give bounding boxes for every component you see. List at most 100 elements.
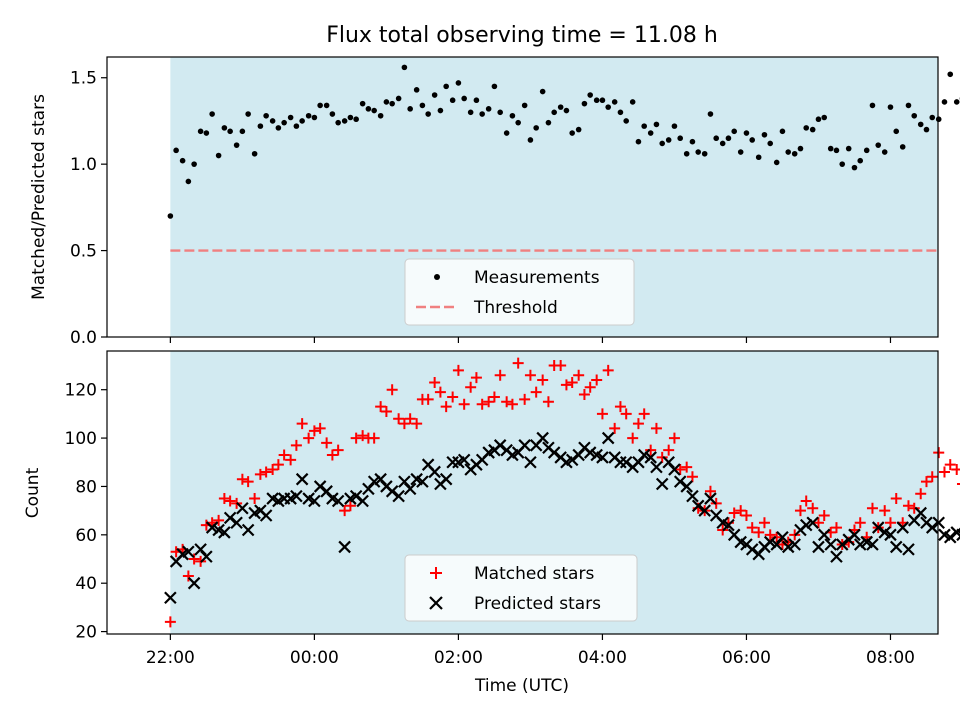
measurement-point — [942, 99, 948, 105]
measurement-point — [528, 137, 534, 143]
measurement-point — [875, 142, 881, 148]
legend-matched-label: Matched stars — [474, 564, 594, 584]
top-legend: Measurements Threshold — [405, 259, 634, 325]
measurement-point — [456, 80, 462, 86]
measurement-point — [744, 130, 750, 136]
measurement-point — [389, 101, 395, 107]
measurement-point — [378, 113, 384, 119]
legend-predicted-label: Predicted stars — [474, 594, 601, 614]
measurement-point — [834, 148, 840, 154]
measurement-point — [785, 149, 791, 155]
measurement-point — [821, 115, 827, 121]
measurement-point — [497, 110, 503, 116]
measurement-point — [461, 96, 467, 102]
measurement-point — [749, 137, 755, 143]
measurement-point — [582, 101, 588, 107]
bottom-y-tick-label: 100 — [65, 429, 97, 449]
measurement-point — [186, 179, 192, 185]
measurement-point — [576, 127, 582, 133]
measurement-point — [929, 115, 935, 121]
measurement-point — [510, 113, 516, 119]
measurement-point — [533, 125, 539, 131]
measurement-point — [191, 161, 197, 167]
measurement-point — [450, 97, 456, 103]
measurement-point — [515, 120, 521, 126]
measurement-point — [270, 118, 276, 124]
measurement-point — [810, 127, 816, 133]
measurement-point — [594, 97, 600, 103]
measurement-point — [414, 87, 420, 93]
measurement-point — [198, 129, 204, 135]
measurement-point — [551, 110, 557, 116]
bottom-y-tick-label: 120 — [65, 381, 97, 401]
bottom-y-tick-label: 80 — [75, 477, 97, 497]
x-axis-label: Time (UTC) — [474, 676, 569, 696]
measurement-point — [852, 165, 858, 171]
measurement-point — [252, 151, 258, 157]
measurement-point — [330, 111, 336, 117]
measurement-point — [792, 151, 798, 157]
measurement-point — [641, 123, 647, 129]
top-panel: 0.00.51.01.5 Matched/Predicted stars Mea… — [29, 57, 960, 348]
measurement-point — [546, 120, 552, 126]
measurement-point — [342, 118, 348, 124]
measurement-point — [623, 118, 629, 124]
measurement-point — [767, 141, 773, 147]
measurement-point — [474, 97, 480, 103]
measurement-point — [402, 65, 408, 71]
top-y-tick-label: 1.5 — [70, 69, 97, 89]
measurement-point — [209, 111, 215, 117]
measurement-point — [774, 160, 780, 166]
bottom-y-tick-label: 20 — [75, 623, 97, 643]
measurement-point — [659, 141, 665, 147]
measurement-point — [803, 125, 809, 131]
measurement-point — [648, 130, 654, 136]
measurement-point — [816, 116, 822, 122]
bottom-y-axis-label: Count — [23, 467, 43, 518]
measurement-point — [893, 129, 899, 135]
measurement-point — [636, 139, 642, 145]
measurement-point — [828, 146, 834, 152]
measurement-point — [846, 146, 852, 152]
measurement-point — [168, 213, 174, 219]
measurement-point — [798, 146, 804, 152]
top-y-tick-label: 0.5 — [70, 242, 97, 262]
measurement-point — [180, 158, 186, 164]
measurement-point — [906, 103, 912, 109]
chart-title: Flux total observing time = 11.08 h — [326, 23, 718, 48]
measurement-point — [504, 130, 510, 136]
bottom-y-tick-label: 40 — [75, 574, 97, 594]
measurement-point — [738, 149, 744, 155]
measurement-point — [234, 142, 240, 148]
measurement-point — [684, 151, 690, 157]
measurement-point — [870, 103, 876, 109]
measurement-point — [605, 104, 611, 110]
measurement-point — [407, 106, 413, 112]
matched-star-marker — [939, 466, 950, 477]
measurement-point — [468, 110, 474, 116]
measurement-point — [618, 110, 624, 116]
measurement-point — [954, 99, 960, 105]
measurement-point — [486, 106, 492, 112]
top-y-tick-label: 0.0 — [70, 328, 97, 348]
x-tick-label: 06:00 — [722, 648, 771, 668]
measurement-point — [306, 113, 312, 119]
x-tick-label: 22:00 — [146, 648, 195, 668]
measurement-point — [731, 129, 737, 135]
measurement-point — [695, 149, 701, 155]
bottom-legend: Matched stars Predicted stars — [405, 555, 637, 621]
top-x-ticks — [170, 337, 890, 343]
measurement-point — [281, 120, 287, 126]
top-y-axis: 0.00.51.01.5 — [70, 69, 107, 348]
measurement-point — [720, 141, 726, 147]
measurement-point — [564, 108, 570, 114]
measurement-point — [882, 149, 888, 155]
legend-threshold-label: Threshold — [473, 298, 558, 318]
measurement-point — [443, 84, 449, 90]
measurement-point — [911, 113, 917, 119]
measurement-point — [540, 89, 546, 95]
measurement-point — [936, 116, 942, 122]
measurement-point — [216, 153, 222, 159]
